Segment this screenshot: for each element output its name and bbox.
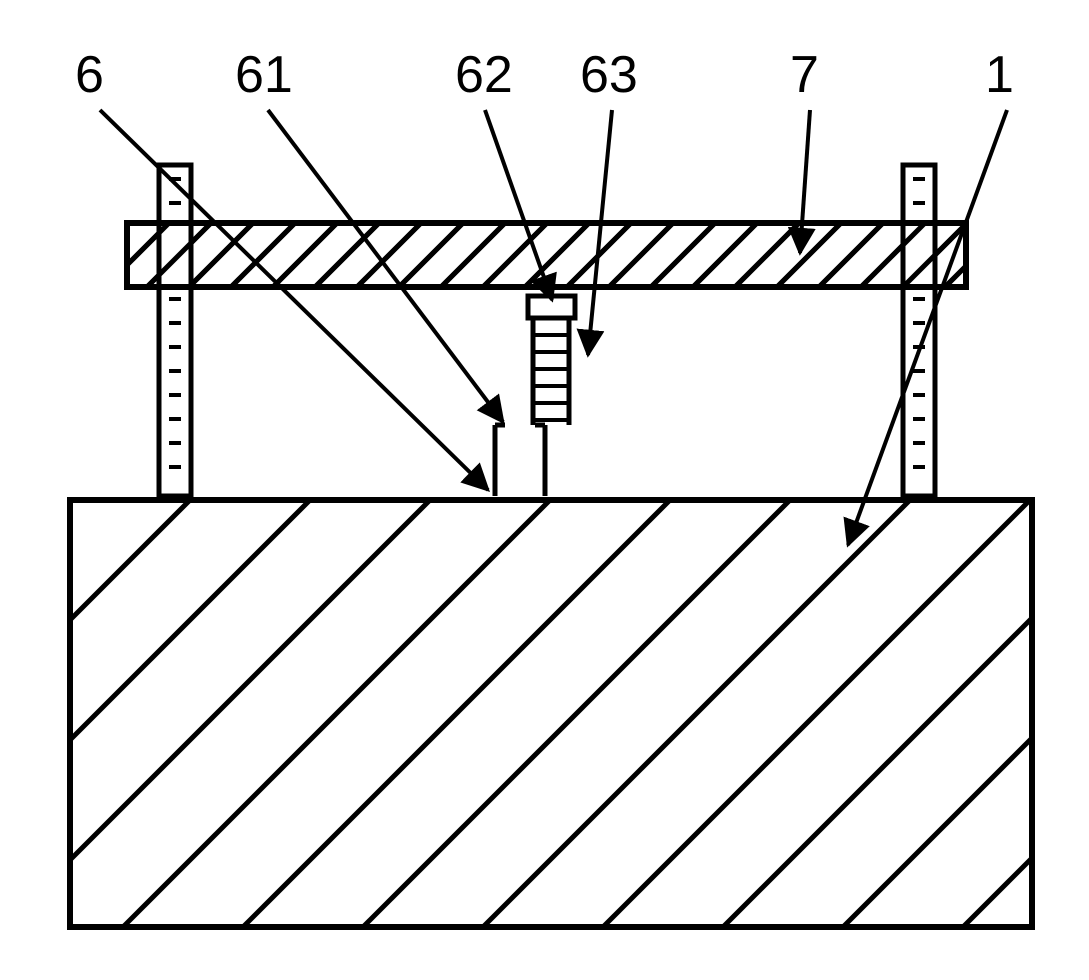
callout-label-62: 62 [455,45,513,105]
callout-label-61: 61 [235,45,293,105]
callout-label-63: 63 [580,45,638,105]
diagram-svg [0,0,1089,980]
callout-label-6: 6 [75,45,104,105]
callout-label-1: 1 [985,45,1014,105]
callout-label-7: 7 [790,45,819,105]
diagram-container: 6 61 62 63 7 1 [0,0,1089,980]
